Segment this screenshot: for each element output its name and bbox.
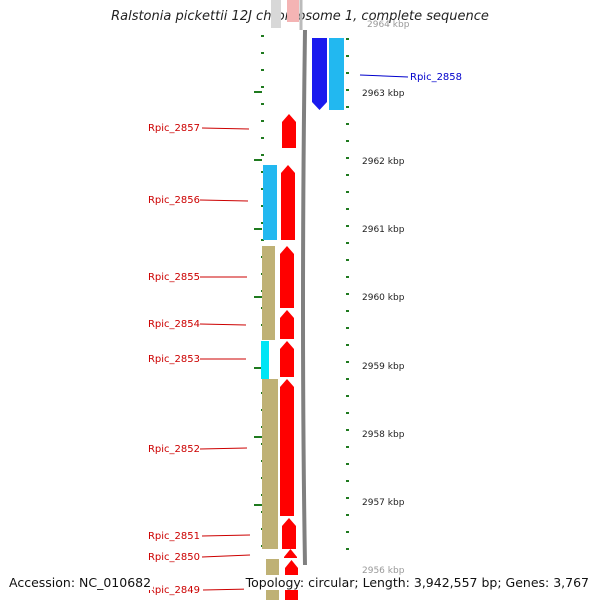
gene-block	[262, 379, 278, 549]
scale-label: 2956 kbp	[362, 566, 405, 576]
topology-summary: Topology: circular; Length: 3,942,557 bp…	[243, 575, 591, 590]
gene-label: Rpic_2855	[148, 272, 200, 283]
scale-label: 2963 kbp	[362, 89, 405, 99]
backbone-line	[301, 29, 307, 566]
backbone-fade	[271, 0, 281, 28]
gene-labels: Rpic_2858 Rpic_2857 Rpic_2856 Rpic_2855 Rpic…	[148, 72, 462, 596]
leader-line	[199, 323, 247, 326]
gene-label: Rpic_2857	[148, 123, 200, 134]
gene-label: Rpic_2851	[148, 531, 200, 542]
gene-label: Rpic_2850	[148, 552, 200, 563]
scale-label: 2962 kbp	[362, 157, 405, 167]
leader-line	[199, 447, 248, 450]
leader-line	[201, 554, 251, 558]
gene-label: Rpic_2854	[148, 319, 200, 330]
reverse-gene	[329, 38, 344, 110]
scale-label: 2964 kbp	[367, 20, 410, 30]
gene-block	[262, 246, 275, 340]
forward-cds	[280, 341, 294, 377]
feature-fade	[287, 0, 299, 22]
gene-label: Rpic_2852	[148, 444, 200, 455]
gene-block	[261, 341, 269, 379]
scale-label: 2961 kbp	[362, 225, 405, 235]
reverse-cds	[312, 38, 327, 110]
leader-line	[359, 74, 409, 78]
gene-label: Rpic_2849	[148, 585, 200, 596]
gene-label: Rpic_2858	[410, 72, 462, 83]
forward-cds	[280, 379, 294, 516]
scale-label: 2957 kbp	[362, 498, 405, 508]
scale-label: 2960 kbp	[362, 293, 405, 303]
leader-line	[201, 534, 251, 537]
forward-cds	[282, 518, 296, 549]
gene-label: Rpic_2853	[148, 354, 200, 365]
forward-cds	[280, 246, 294, 308]
forward-cds	[284, 549, 297, 558]
forward-cds	[280, 310, 294, 339]
leader-line	[199, 199, 249, 202]
backbone	[271, 0, 307, 566]
leader-line	[201, 127, 250, 130]
accession-label: Accession: NC_010682	[7, 575, 154, 590]
scale-label: 2958 kbp	[362, 430, 405, 440]
gene-block	[263, 165, 277, 240]
forward-cds	[282, 114, 296, 148]
forward-cds	[281, 165, 295, 240]
scale-label: 2959 kbp	[362, 362, 405, 372]
leader-line	[202, 588, 252, 591]
gene-label: Rpic_2856	[148, 195, 200, 206]
scale-labels: 2964 kbp 2963 kbp 2962 kbp 2961 kbp 2960 kbp…	[362, 20, 410, 576]
